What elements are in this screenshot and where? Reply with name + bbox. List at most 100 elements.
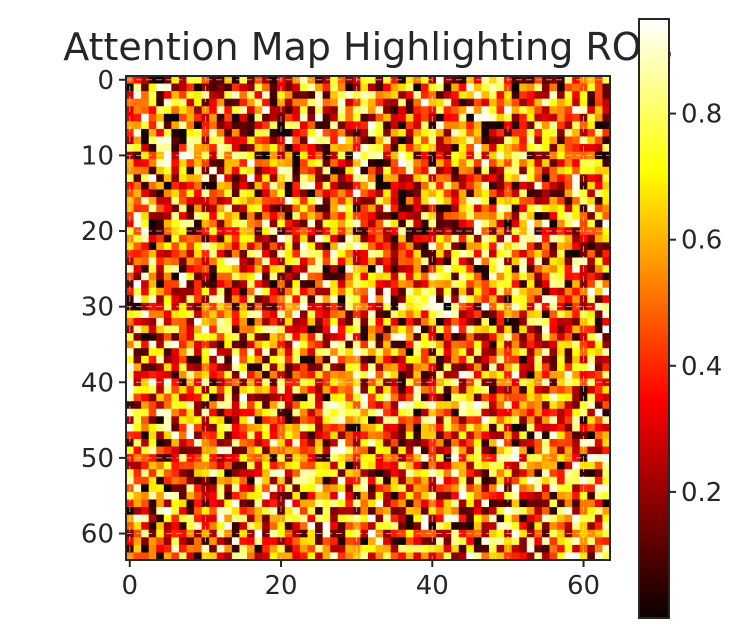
heatmap-cell — [481, 423, 490, 432]
heatmap-cell — [141, 333, 150, 342]
heatmap-cell — [496, 408, 505, 417]
heatmap-cell — [247, 257, 255, 266]
heatmap-cell — [277, 340, 286, 349]
heatmap-cell — [156, 287, 165, 296]
heatmap-cell — [451, 166, 460, 175]
heatmap-cell — [126, 461, 134, 470]
heatmap-cell — [345, 249, 354, 258]
heatmap-cell — [284, 393, 293, 402]
heatmap-cell — [148, 423, 157, 432]
heatmap-cell — [375, 83, 384, 92]
heatmap-cell — [239, 461, 248, 470]
heatmap-cell — [383, 310, 392, 319]
heatmap-cell — [284, 287, 293, 296]
heatmap-cell — [171, 91, 180, 100]
heatmap-cell — [579, 310, 588, 319]
heatmap-cell — [549, 416, 558, 425]
heatmap-cell — [337, 537, 346, 546]
heatmap-cell — [602, 249, 611, 258]
heatmap-cell — [466, 265, 475, 274]
heatmap-cell — [572, 181, 581, 190]
heatmap-cell — [284, 416, 293, 425]
heatmap-cell — [254, 98, 263, 107]
heatmap-cell — [443, 257, 452, 266]
heatmap-cell — [178, 302, 187, 311]
heatmap-cell — [443, 174, 452, 183]
heatmap-cell — [141, 265, 150, 274]
heatmap-cell — [413, 181, 422, 190]
heatmap-cell — [231, 113, 240, 122]
heatmap-cell — [337, 386, 346, 395]
heatmap-cell — [224, 333, 233, 342]
heatmap-cell — [247, 408, 255, 417]
heatmap-cell — [254, 544, 263, 553]
heatmap-cell — [504, 431, 513, 440]
heatmap-cell — [186, 219, 195, 228]
heatmap-cell — [541, 431, 550, 440]
heatmap-cell — [231, 166, 240, 175]
heatmap-cell — [564, 401, 573, 410]
heatmap-cell — [398, 423, 407, 432]
heatmap-cell — [534, 333, 543, 342]
heatmap-cell — [156, 219, 165, 228]
heatmap-cell — [420, 401, 429, 410]
heatmap-cell — [292, 355, 301, 364]
heatmap-cell — [594, 265, 603, 274]
heatmap-cell — [496, 544, 505, 553]
heatmap-cell — [420, 423, 429, 432]
heatmap-cell — [519, 439, 528, 447]
heatmap-cell — [504, 469, 513, 478]
heatmap-cell — [254, 431, 263, 440]
heatmap-cell — [126, 370, 134, 379]
heatmap-cell — [194, 212, 203, 221]
heatmap-cell — [466, 484, 475, 493]
heatmap-cell — [511, 537, 520, 546]
heatmap-cell — [428, 340, 437, 349]
heatmap-cell — [231, 363, 240, 372]
heatmap-cell — [216, 242, 225, 251]
heatmap-cell — [345, 98, 354, 107]
heatmap-cell — [284, 106, 293, 115]
heatmap-cell — [557, 333, 566, 342]
heatmap-cell — [178, 189, 187, 198]
heatmap-cell — [413, 325, 422, 334]
heatmap-cell — [458, 484, 467, 493]
heatmap-cell — [269, 249, 278, 258]
heatmap-cell — [519, 242, 528, 251]
heatmap-cell — [375, 242, 384, 251]
heatmap-cell — [473, 355, 482, 364]
heatmap-cell — [428, 370, 437, 379]
heatmap-cell — [594, 136, 603, 145]
heatmap-cell — [239, 325, 248, 334]
heatmap-cell — [587, 121, 596, 130]
heatmap-cell — [587, 144, 596, 153]
heatmap-cell — [360, 159, 369, 168]
heatmap-cell — [526, 544, 535, 553]
heatmap-cell — [262, 189, 271, 198]
heatmap-cell — [178, 295, 187, 304]
heatmap-cell — [216, 219, 225, 228]
heatmap-cell — [284, 121, 293, 130]
colorbar-tick-label: 0.4 — [681, 352, 722, 382]
heatmap-cell — [171, 151, 180, 160]
heatmap-cell — [284, 249, 293, 258]
heatmap-cell — [489, 552, 497, 561]
heatmap-cell — [247, 416, 255, 425]
heatmap-cell — [602, 204, 611, 213]
heatmap-cell — [458, 144, 467, 153]
heatmap-cell — [398, 491, 407, 500]
heatmap-cell — [307, 333, 316, 342]
heatmap-cell — [511, 189, 520, 198]
y-tick-label: 10 — [81, 141, 114, 171]
heatmap-cell — [216, 333, 225, 342]
heatmap-cell — [148, 249, 157, 258]
heatmap-cell — [602, 280, 611, 289]
heatmap-cell — [315, 544, 324, 553]
heatmap-cell — [299, 378, 308, 387]
heatmap-cell — [413, 204, 422, 213]
heatmap-cell — [337, 295, 346, 304]
heatmap-cell — [405, 461, 414, 470]
heatmap-cell — [458, 378, 467, 387]
heatmap-cell — [156, 461, 165, 470]
heatmap-cell — [383, 257, 392, 266]
